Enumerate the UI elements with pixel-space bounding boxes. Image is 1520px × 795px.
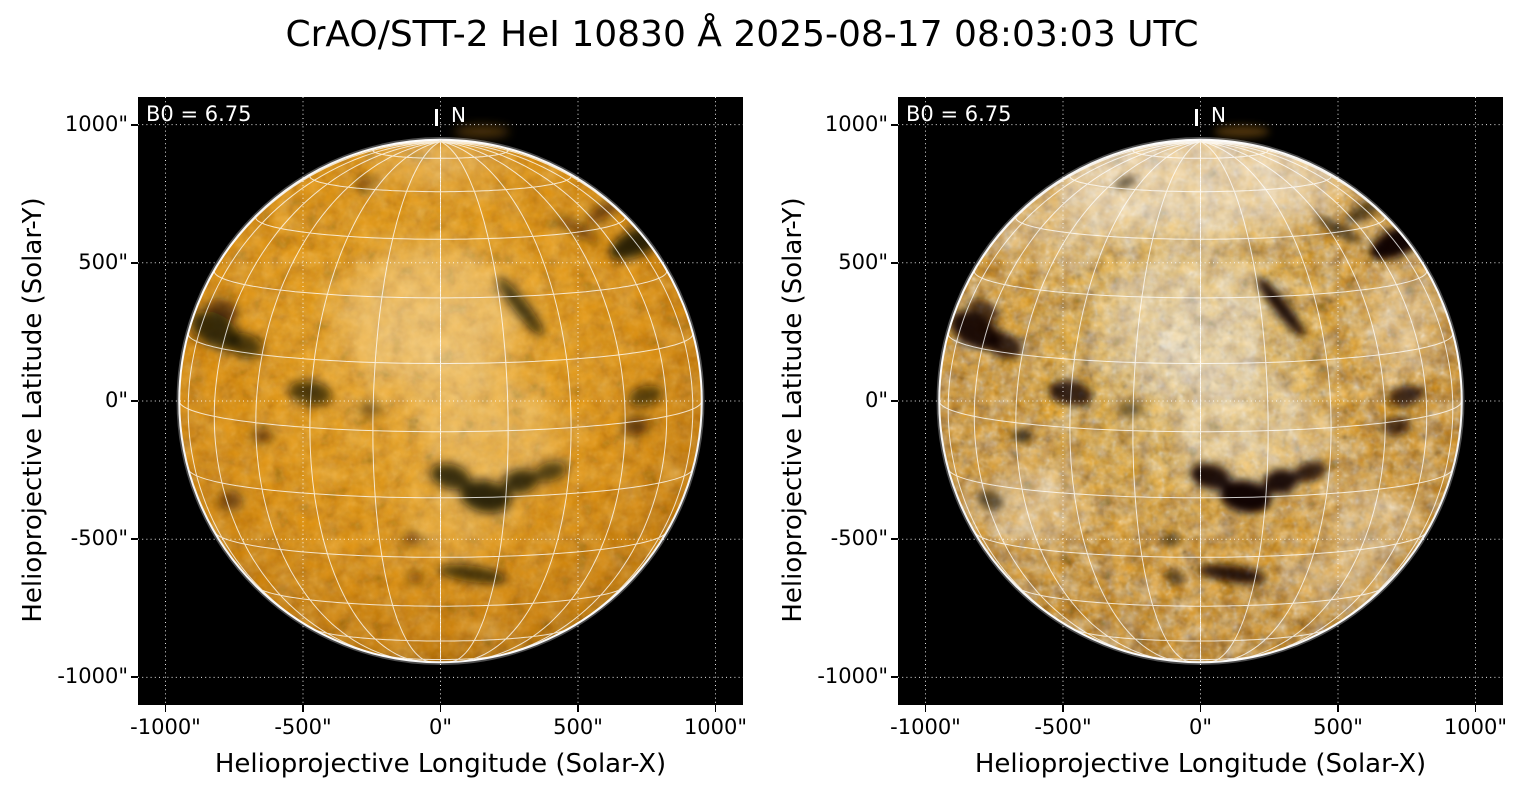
- b0-annotation-right: B0 = 6.75: [906, 102, 1012, 126]
- x-tick: [577, 705, 579, 712]
- x-tick-label: 1000": [1443, 715, 1508, 739]
- y-tick: [891, 400, 898, 402]
- y-tick-label: 0": [104, 388, 128, 412]
- y-tick-label: 1000": [64, 111, 128, 136]
- y-tick: [131, 538, 138, 541]
- north-tick-icon-right: [1195, 109, 1198, 126]
- x-tick: [714, 705, 717, 712]
- y-axis-label-left: Helioprojective Latitude (Solar-Y): [18, 197, 48, 623]
- x-axis-label-left: Helioprojective Longitude (Solar-X): [214, 749, 667, 779]
- x-tick: [1474, 705, 1477, 712]
- y-tick: [131, 676, 138, 679]
- panel-right: B0 = 6.75 N -1000" -500" 0" 500" 1000" 1000" 5…: [760, 0, 1520, 795]
- y-tick: [891, 123, 898, 126]
- north-tick-icon-left: [435, 109, 438, 126]
- solar-disk-image-left: [138, 97, 743, 705]
- y-tick: [891, 676, 898, 679]
- x-tick-label: 500": [1313, 715, 1363, 739]
- x-tick: [1062, 705, 1064, 712]
- panel-left: B0 = 6.75 N -1000" -500" 0" 500" 1000" 1000" 5…: [18, 97, 747, 779]
- plot-area-left: B0 = 6.75 N -1000" -500" 0" 500" 1000" 1000" 5…: [57, 97, 747, 739]
- y-tick: [891, 538, 898, 541]
- y-tick: [131, 261, 138, 264]
- y-tick-label: -1000": [817, 664, 888, 689]
- x-tick: [164, 705, 167, 712]
- y-tick-label: 0": [864, 388, 888, 412]
- plot-area-right: B0 = 6.75 N -1000" -500" 0" 500" 1000" 1000" 5…: [817, 97, 1507, 739]
- x-axis-label-right: Helioprojective Longitude (Solar-X): [974, 749, 1427, 779]
- north-label-right: N: [1211, 103, 1226, 127]
- x-tick: [302, 705, 304, 712]
- y-tick-label: -500": [830, 526, 888, 551]
- x-tick: [924, 705, 927, 712]
- x-tick-label: -500": [1034, 715, 1092, 739]
- y-tick: [891, 261, 898, 264]
- y-tick-label: 500": [78, 249, 128, 274]
- x-tick-label: -500": [274, 715, 332, 739]
- x-tick-label: -1000": [890, 715, 961, 739]
- b0-annotation-left: B0 = 6.75: [146, 102, 252, 126]
- y-axis-label-right: Helioprojective Latitude (Solar-Y): [778, 197, 808, 623]
- solar-disk-image-right: [898, 97, 1503, 705]
- y-tick-label: -1000": [57, 664, 128, 689]
- y-tick: [131, 400, 138, 402]
- y-tick: [131, 123, 138, 126]
- x-tick: [439, 705, 442, 712]
- x-tick: [1337, 705, 1339, 712]
- x-tick-label: -1000": [130, 715, 201, 739]
- x-tick-label: 500": [553, 715, 603, 739]
- y-tick-label: -500": [70, 526, 128, 551]
- y-tick-label: 1000": [824, 111, 888, 136]
- figure-title: CrAO/STT-2 HeI 10830 Å 2025-08-17 08:03:…: [285, 14, 1199, 55]
- x-tick-label: 0": [428, 715, 453, 739]
- x-tick: [1199, 705, 1202, 712]
- x-tick-label: 1000": [683, 715, 748, 739]
- north-label-left: N: [451, 103, 466, 127]
- y-tick-label: 500": [838, 249, 888, 274]
- x-tick-label: 0": [1188, 715, 1213, 739]
